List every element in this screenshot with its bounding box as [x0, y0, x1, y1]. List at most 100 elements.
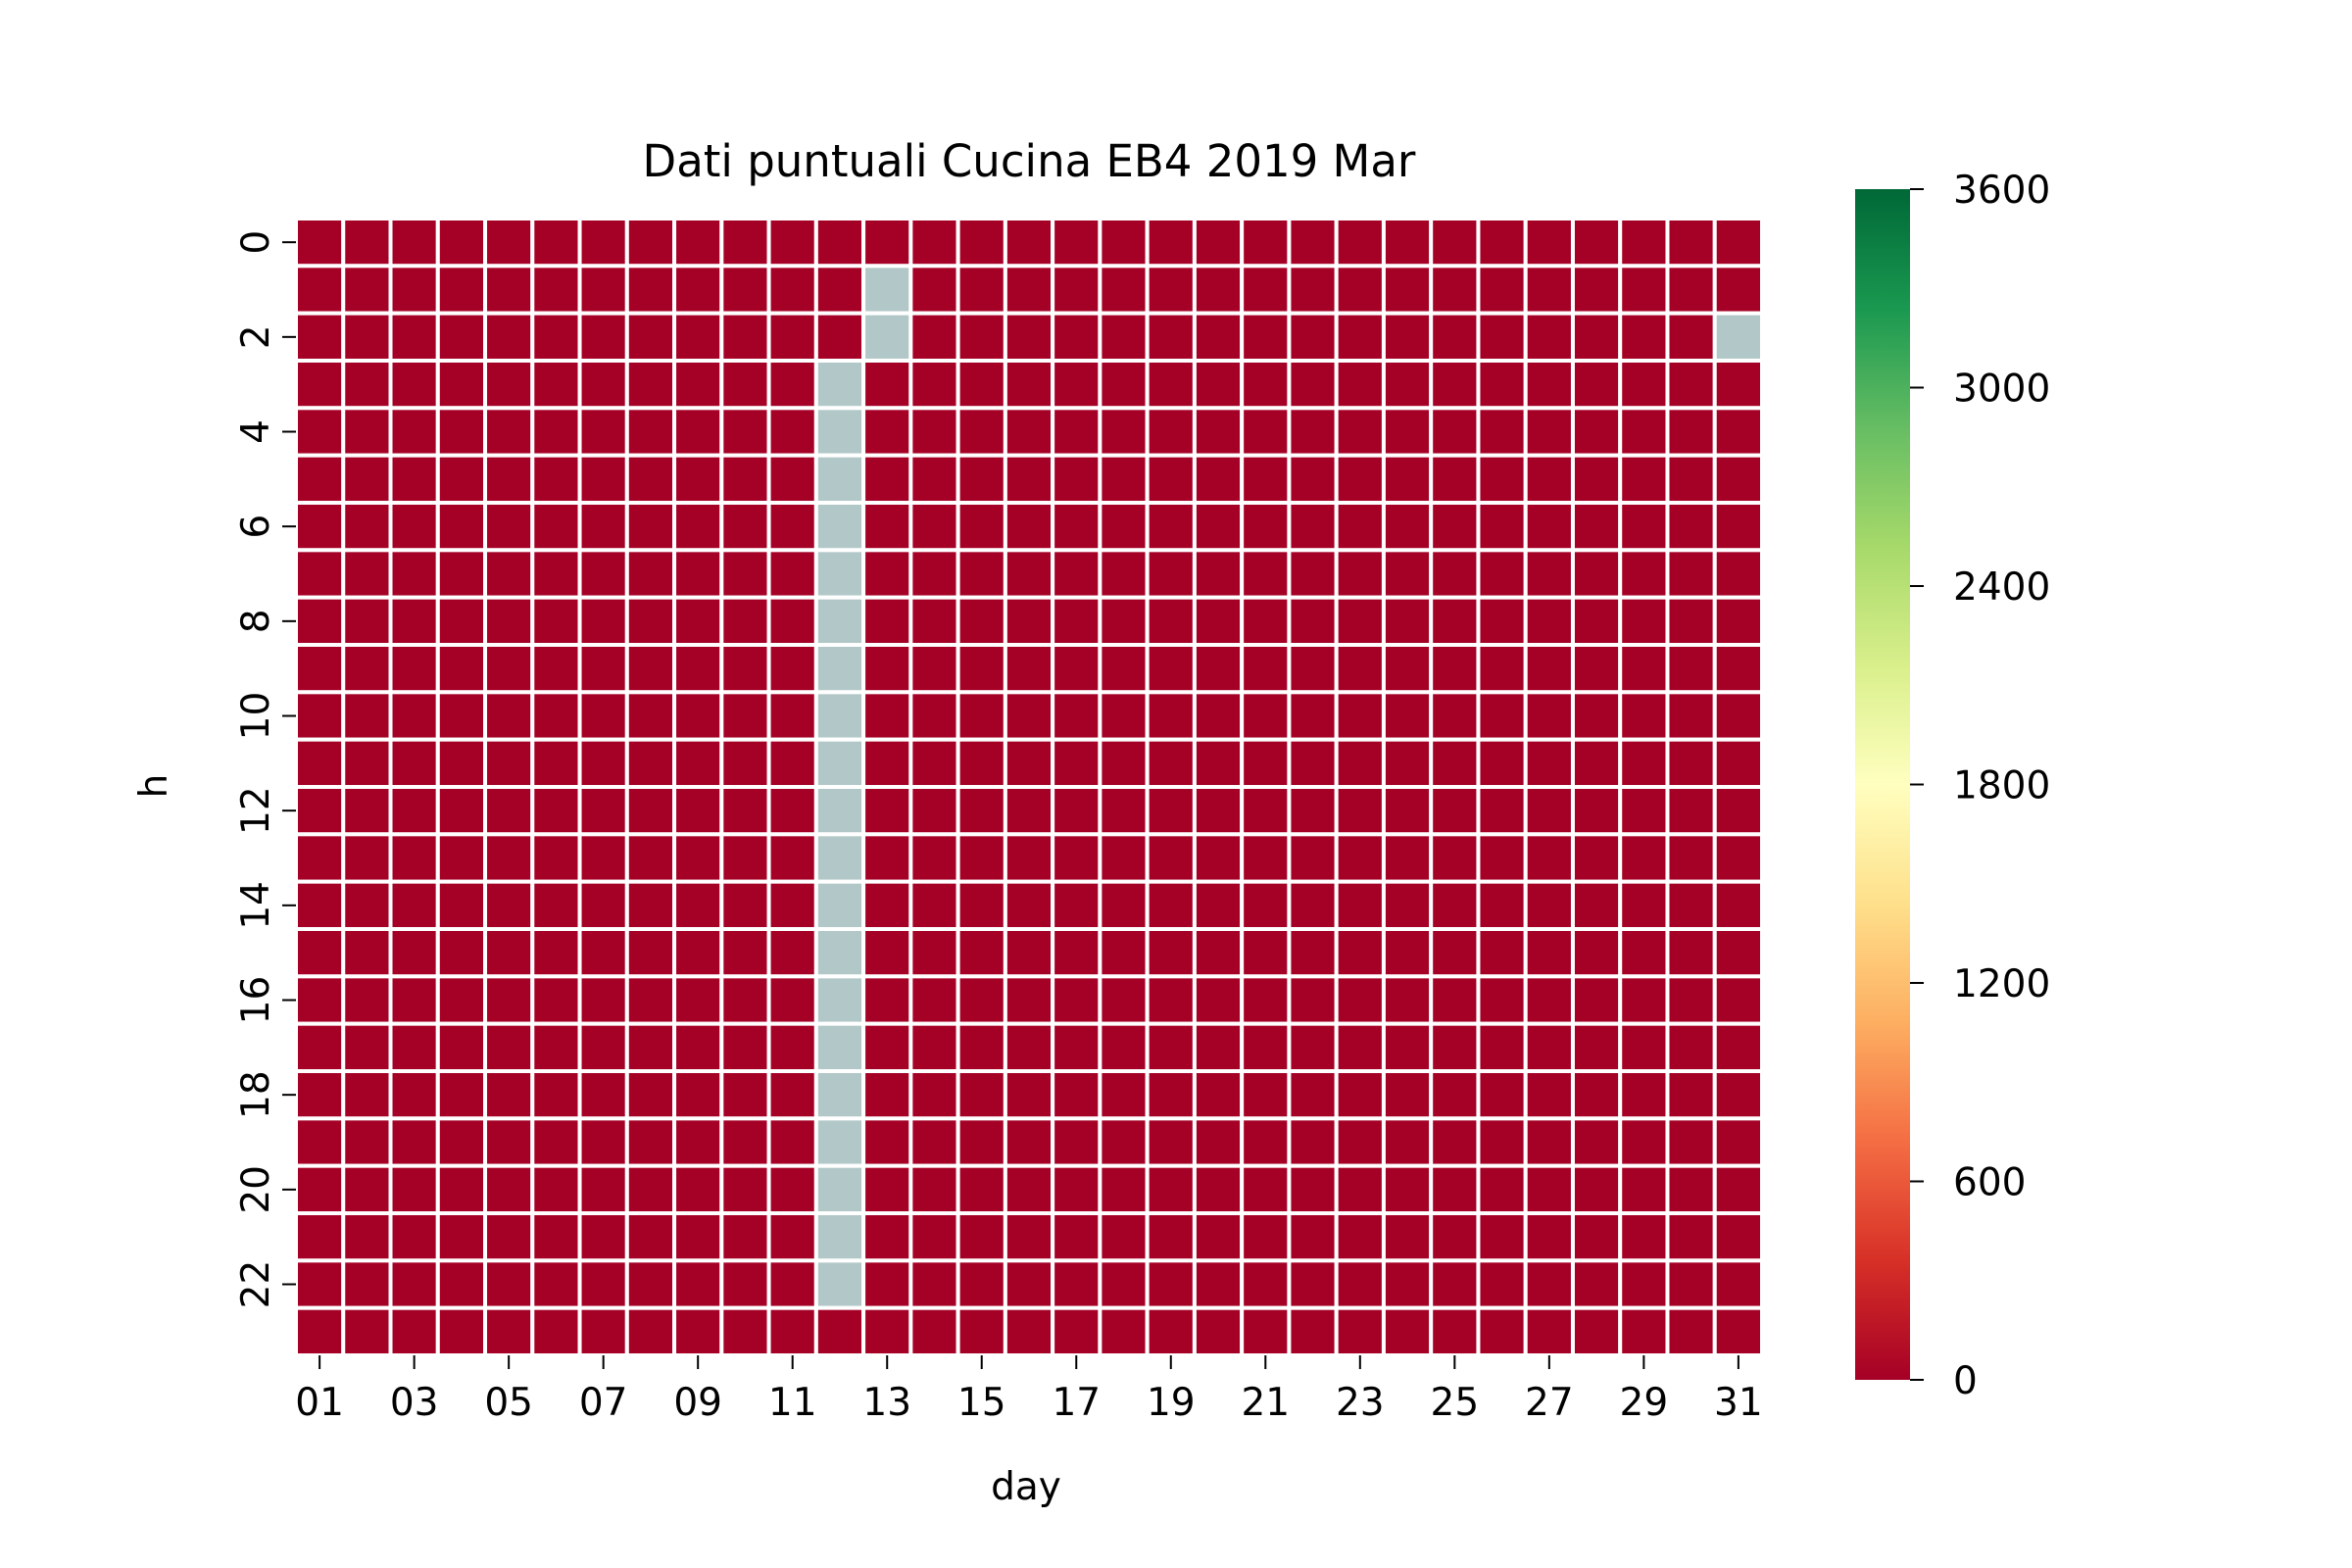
heatmap-cell [719, 311, 771, 363]
colorbar-tick-label: 3600 [1953, 169, 2050, 213]
heatmap-cell [956, 1021, 1007, 1073]
y-tick-label: 18 [234, 1070, 278, 1119]
heatmap-cell [1287, 974, 1339, 1026]
heatmap-cell [388, 879, 440, 932]
heatmap-cell [577, 595, 629, 648]
heatmap-cell [1570, 879, 1623, 932]
heatmap-cell [294, 1163, 346, 1215]
heatmap-cell [1476, 1021, 1528, 1073]
x-tick-label: 13 [862, 1381, 911, 1425]
heatmap-cell-missing [813, 453, 866, 505]
heatmap-cell [1240, 264, 1292, 316]
heatmap-cell [1240, 359, 1292, 411]
heatmap-cell [1712, 359, 1765, 411]
heatmap-cell [388, 690, 440, 742]
heatmap-cell [1192, 359, 1245, 411]
heatmap-cell [1381, 311, 1434, 363]
heatmap-cell [1712, 453, 1765, 505]
heatmap-cell [341, 453, 393, 505]
heatmap-cell [1570, 974, 1623, 1026]
colorbar-tick-label: 600 [1953, 1161, 2026, 1205]
heatmap-cell [1429, 217, 1481, 269]
heatmap-cell [861, 643, 913, 695]
heatmap-cell [1429, 1258, 1481, 1310]
heatmap-cell [435, 1211, 488, 1263]
heatmap-cell [1523, 690, 1575, 742]
heatmap-cell [1618, 217, 1670, 269]
heatmap-cell [1145, 927, 1197, 979]
heatmap-cell [766, 927, 818, 979]
heatmap-cell [1712, 406, 1765, 458]
heatmap-cell [1712, 690, 1765, 742]
heatmap-cell [483, 359, 535, 411]
heatmap-cell [1145, 690, 1197, 742]
heatmap-cell [577, 1021, 629, 1073]
heatmap-cell [577, 690, 629, 742]
heatmap-cell [1334, 927, 1386, 979]
heatmap-cell [1665, 974, 1717, 1026]
heatmap-cell [719, 785, 771, 837]
y-tick-label: 20 [234, 1165, 278, 1214]
heatmap-cell-missing [861, 311, 913, 363]
heatmap-cell [1051, 311, 1102, 363]
heatmap-cell [719, 501, 771, 553]
heatmap-cell [483, 1163, 535, 1215]
heatmap-cell [1051, 595, 1102, 648]
heatmap-cell [672, 643, 724, 695]
heatmap-cell [1145, 1163, 1197, 1215]
heatmap-cell [1240, 785, 1292, 837]
heatmap-cell [1523, 974, 1575, 1026]
heatmap-cell [1287, 927, 1339, 979]
heatmap-cell [908, 785, 960, 837]
heatmap-cell [1145, 832, 1197, 884]
heatmap-cell [530, 548, 582, 600]
heatmap-cell [294, 974, 346, 1026]
heatmap-cell [1145, 264, 1197, 316]
heatmap-cell [577, 1069, 629, 1121]
heatmap-cell [624, 643, 677, 695]
heatmap-cell [294, 927, 346, 979]
heatmap-cell [483, 643, 535, 695]
heatmap-cell [1287, 1305, 1339, 1357]
heatmap-cell [341, 359, 393, 411]
heatmap-cell [1192, 690, 1245, 742]
heatmap-cell [813, 264, 866, 316]
heatmap-cell [341, 311, 393, 363]
heatmap-cell [1381, 1069, 1434, 1121]
heatmap-cell [1618, 501, 1670, 553]
heatmap-cell [624, 548, 677, 600]
heatmap-cell [1712, 832, 1765, 884]
heatmap-cell-missing [813, 1163, 866, 1215]
heatmap-cell [1051, 217, 1102, 269]
heatmap-cell [388, 264, 440, 316]
heatmap-cell [1051, 406, 1102, 458]
heatmap-cell [1334, 1211, 1386, 1263]
heatmap-cell [294, 785, 346, 837]
heatmap-cell [1381, 406, 1434, 458]
heatmap-cell [1051, 453, 1102, 505]
heatmap-cell [388, 974, 440, 1026]
heatmap-cell [577, 832, 629, 884]
heatmap-cell [341, 927, 393, 979]
heatmap-cell [1003, 832, 1055, 884]
y-tick-label: 14 [234, 881, 278, 930]
heatmap-cell [1334, 406, 1386, 458]
heatmap-cell [388, 217, 440, 269]
heatmap-cell [1618, 879, 1670, 932]
heatmap-cell [766, 1163, 818, 1215]
heatmap-cell [530, 1163, 582, 1215]
heatmap-cell [1240, 1258, 1292, 1310]
heatmap-cell [1098, 1069, 1150, 1121]
heatmap-cell [1570, 595, 1623, 648]
heatmap-cell [530, 832, 582, 884]
heatmap-cell [1618, 643, 1670, 695]
heatmap-cell [719, 1211, 771, 1263]
heatmap-cell [1523, 643, 1575, 695]
heatmap-cell [956, 1163, 1007, 1215]
heatmap-cell [388, 1258, 440, 1310]
heatmap-cell [624, 406, 677, 458]
heatmap-cell [1098, 1211, 1150, 1263]
heatmap-cell [1003, 217, 1055, 269]
heatmap-cell [341, 548, 393, 600]
heatmap-cell [766, 1069, 818, 1121]
